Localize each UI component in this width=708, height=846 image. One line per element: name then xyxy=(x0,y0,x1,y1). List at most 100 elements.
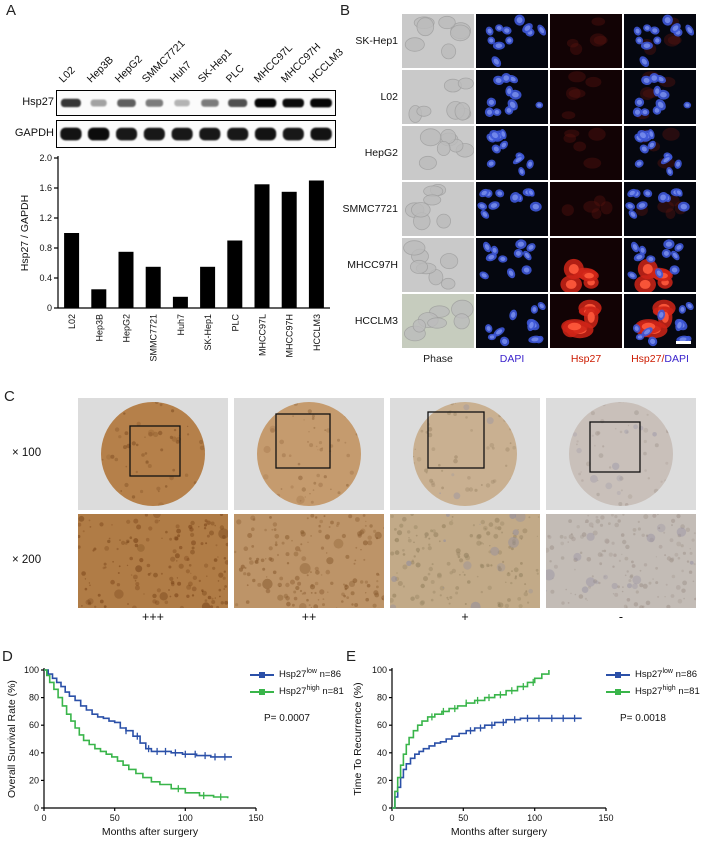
bar xyxy=(200,266,216,309)
p-value-d: P= 0.0007 xyxy=(264,713,310,724)
b-image-SMMC7721-col0 xyxy=(402,182,474,236)
scale-bar xyxy=(676,341,691,344)
legend-line-marker xyxy=(606,671,630,678)
svg-text:50: 50 xyxy=(458,813,468,823)
overall-survival-chart: 0 50 100 150 0 20 40 60 80 100 Months after surger… xyxy=(6,665,264,838)
blot-band xyxy=(174,99,190,107)
svg-text:80: 80 xyxy=(377,693,387,703)
hsp27-blot xyxy=(56,90,336,116)
b-image-SK-Hep1-col3 xyxy=(624,14,696,68)
b-col-label-part: Hsp27 xyxy=(631,353,662,365)
bar xyxy=(145,266,161,309)
b-row-label: SK-Hep1 xyxy=(355,35,398,47)
blot-band xyxy=(116,127,138,141)
panel-b-label: B xyxy=(340,2,351,19)
ihc-detail-x200-2 xyxy=(390,514,540,608)
bar xyxy=(172,296,188,309)
legend-line-marker xyxy=(250,688,274,695)
svg-text:40: 40 xyxy=(377,748,387,758)
bar xyxy=(308,180,324,308)
b-image-HCCLM3-col1 xyxy=(476,294,548,348)
svg-text:80: 80 xyxy=(29,693,39,703)
ihc-core-x100-0 xyxy=(78,398,228,510)
blot-band xyxy=(117,99,136,107)
legend-d: Hsp27low n=86 Hsp27high n=81 P= 0.0007 xyxy=(250,666,344,724)
legend-item-low: Hsp27low n=86 xyxy=(606,666,700,683)
legend-line-marker xyxy=(250,671,274,678)
svg-text:0: 0 xyxy=(389,813,394,823)
bar xyxy=(281,191,297,309)
b-col-label: Hsp27 xyxy=(550,353,622,365)
blot-band xyxy=(143,127,165,141)
svg-text:MHCC97L: MHCC97L xyxy=(258,314,268,356)
inset-box xyxy=(129,425,181,477)
time-to-recurrence-chart: 0 50 100 150 0 20 40 60 80 100 Months after surger… xyxy=(352,665,614,838)
blot-band xyxy=(199,127,221,141)
blot-band xyxy=(60,127,82,141)
ihc-core-x100-2 xyxy=(390,398,540,510)
km-curve-high xyxy=(44,669,229,799)
ihc-detail-x200-0 xyxy=(78,514,228,608)
b-image-SK-Hep1-col0 xyxy=(402,14,474,68)
svg-text:20: 20 xyxy=(377,775,387,785)
svg-text:0: 0 xyxy=(41,813,46,823)
svg-text:150: 150 xyxy=(248,813,263,823)
legend-square-marker xyxy=(259,671,265,678)
b-row-label: L02 xyxy=(380,91,398,103)
grade-label-neg: - xyxy=(618,610,624,624)
legend-square-marker xyxy=(615,671,621,678)
bar xyxy=(254,184,270,309)
b-image-L02-col3 xyxy=(624,70,696,124)
hsp27-row-label: Hsp27 xyxy=(22,96,54,108)
b-row-label: HepG2 xyxy=(364,147,398,159)
inset-box xyxy=(589,421,641,473)
legend-e: Hsp27low n=86 Hsp27high n=81 P= 0.0018 xyxy=(606,666,700,724)
b-image-L02-col1 xyxy=(476,70,548,124)
svg-text:0.8: 0.8 xyxy=(39,243,52,253)
svg-text:20: 20 xyxy=(29,775,39,785)
blot-band xyxy=(171,127,193,141)
legend-text: Hsp27high n=81 xyxy=(279,685,344,698)
blot-band xyxy=(90,99,107,107)
grade-label-3plus: +++ xyxy=(142,610,164,624)
svg-text:150: 150 xyxy=(598,813,613,823)
svg-text:0: 0 xyxy=(382,803,387,813)
bars: L02 Hep3B HepG2 SMMC7721 Huh7 SK-Hep1 PLC MHCC9… xyxy=(64,180,324,362)
svg-text:Time To Recurrence (%): Time To Recurrence (%) xyxy=(352,682,364,795)
svg-text:Overall Survival Rate (%): Overall Survival Rate (%) xyxy=(6,680,18,798)
blot-lane-label: PLC xyxy=(223,62,247,86)
svg-text:60: 60 xyxy=(377,720,387,730)
grade-label-1plus: + xyxy=(461,610,469,624)
svg-text:Months after surgery: Months after surgery xyxy=(451,826,548,838)
blot-lane-label: HepG2 xyxy=(112,53,145,86)
b-image-L02-col2 xyxy=(550,70,622,124)
svg-text:0.4: 0.4 xyxy=(39,273,52,283)
b-col-label: Hsp27/DAPI xyxy=(624,353,696,365)
legend-item-high: Hsp27high n=81 xyxy=(250,683,344,700)
b-image-MHCC97H-col1 xyxy=(476,238,548,292)
b-image-SK-Hep1-col1 xyxy=(476,14,548,68)
svg-text:0: 0 xyxy=(34,803,39,813)
svg-text:HepG2: HepG2 xyxy=(122,314,132,343)
ihc-core-x100-1 xyxy=(234,398,384,510)
svg-text:100: 100 xyxy=(178,813,193,823)
b-col-label-text: DAPI xyxy=(499,353,525,365)
magnification-x100-label: × 100 xyxy=(12,447,42,459)
b-col-label-text: Phase xyxy=(423,353,453,365)
bar xyxy=(118,251,134,309)
blot-band xyxy=(228,99,248,107)
legend-square-marker xyxy=(259,688,265,695)
svg-text:60: 60 xyxy=(29,720,39,730)
svg-text:0: 0 xyxy=(47,303,52,313)
blot-lane-label: Huh7 xyxy=(167,59,195,86)
legend-item-low: Hsp27low n=86 xyxy=(250,666,344,683)
km-curve-low xyxy=(392,717,582,809)
magnification-x200-label: × 200 xyxy=(12,554,42,566)
svg-text:40: 40 xyxy=(29,748,39,758)
svg-text:Hsp27 / GAPDH: Hsp27 / GAPDH xyxy=(19,195,31,271)
blot-band xyxy=(201,99,219,107)
svg-text:SK-Hep1: SK-Hep1 xyxy=(203,314,213,351)
ihc-detail-x200-3 xyxy=(546,514,696,608)
gapdh-blot xyxy=(56,120,336,148)
b-image-MHCC97H-col3 xyxy=(624,238,696,292)
